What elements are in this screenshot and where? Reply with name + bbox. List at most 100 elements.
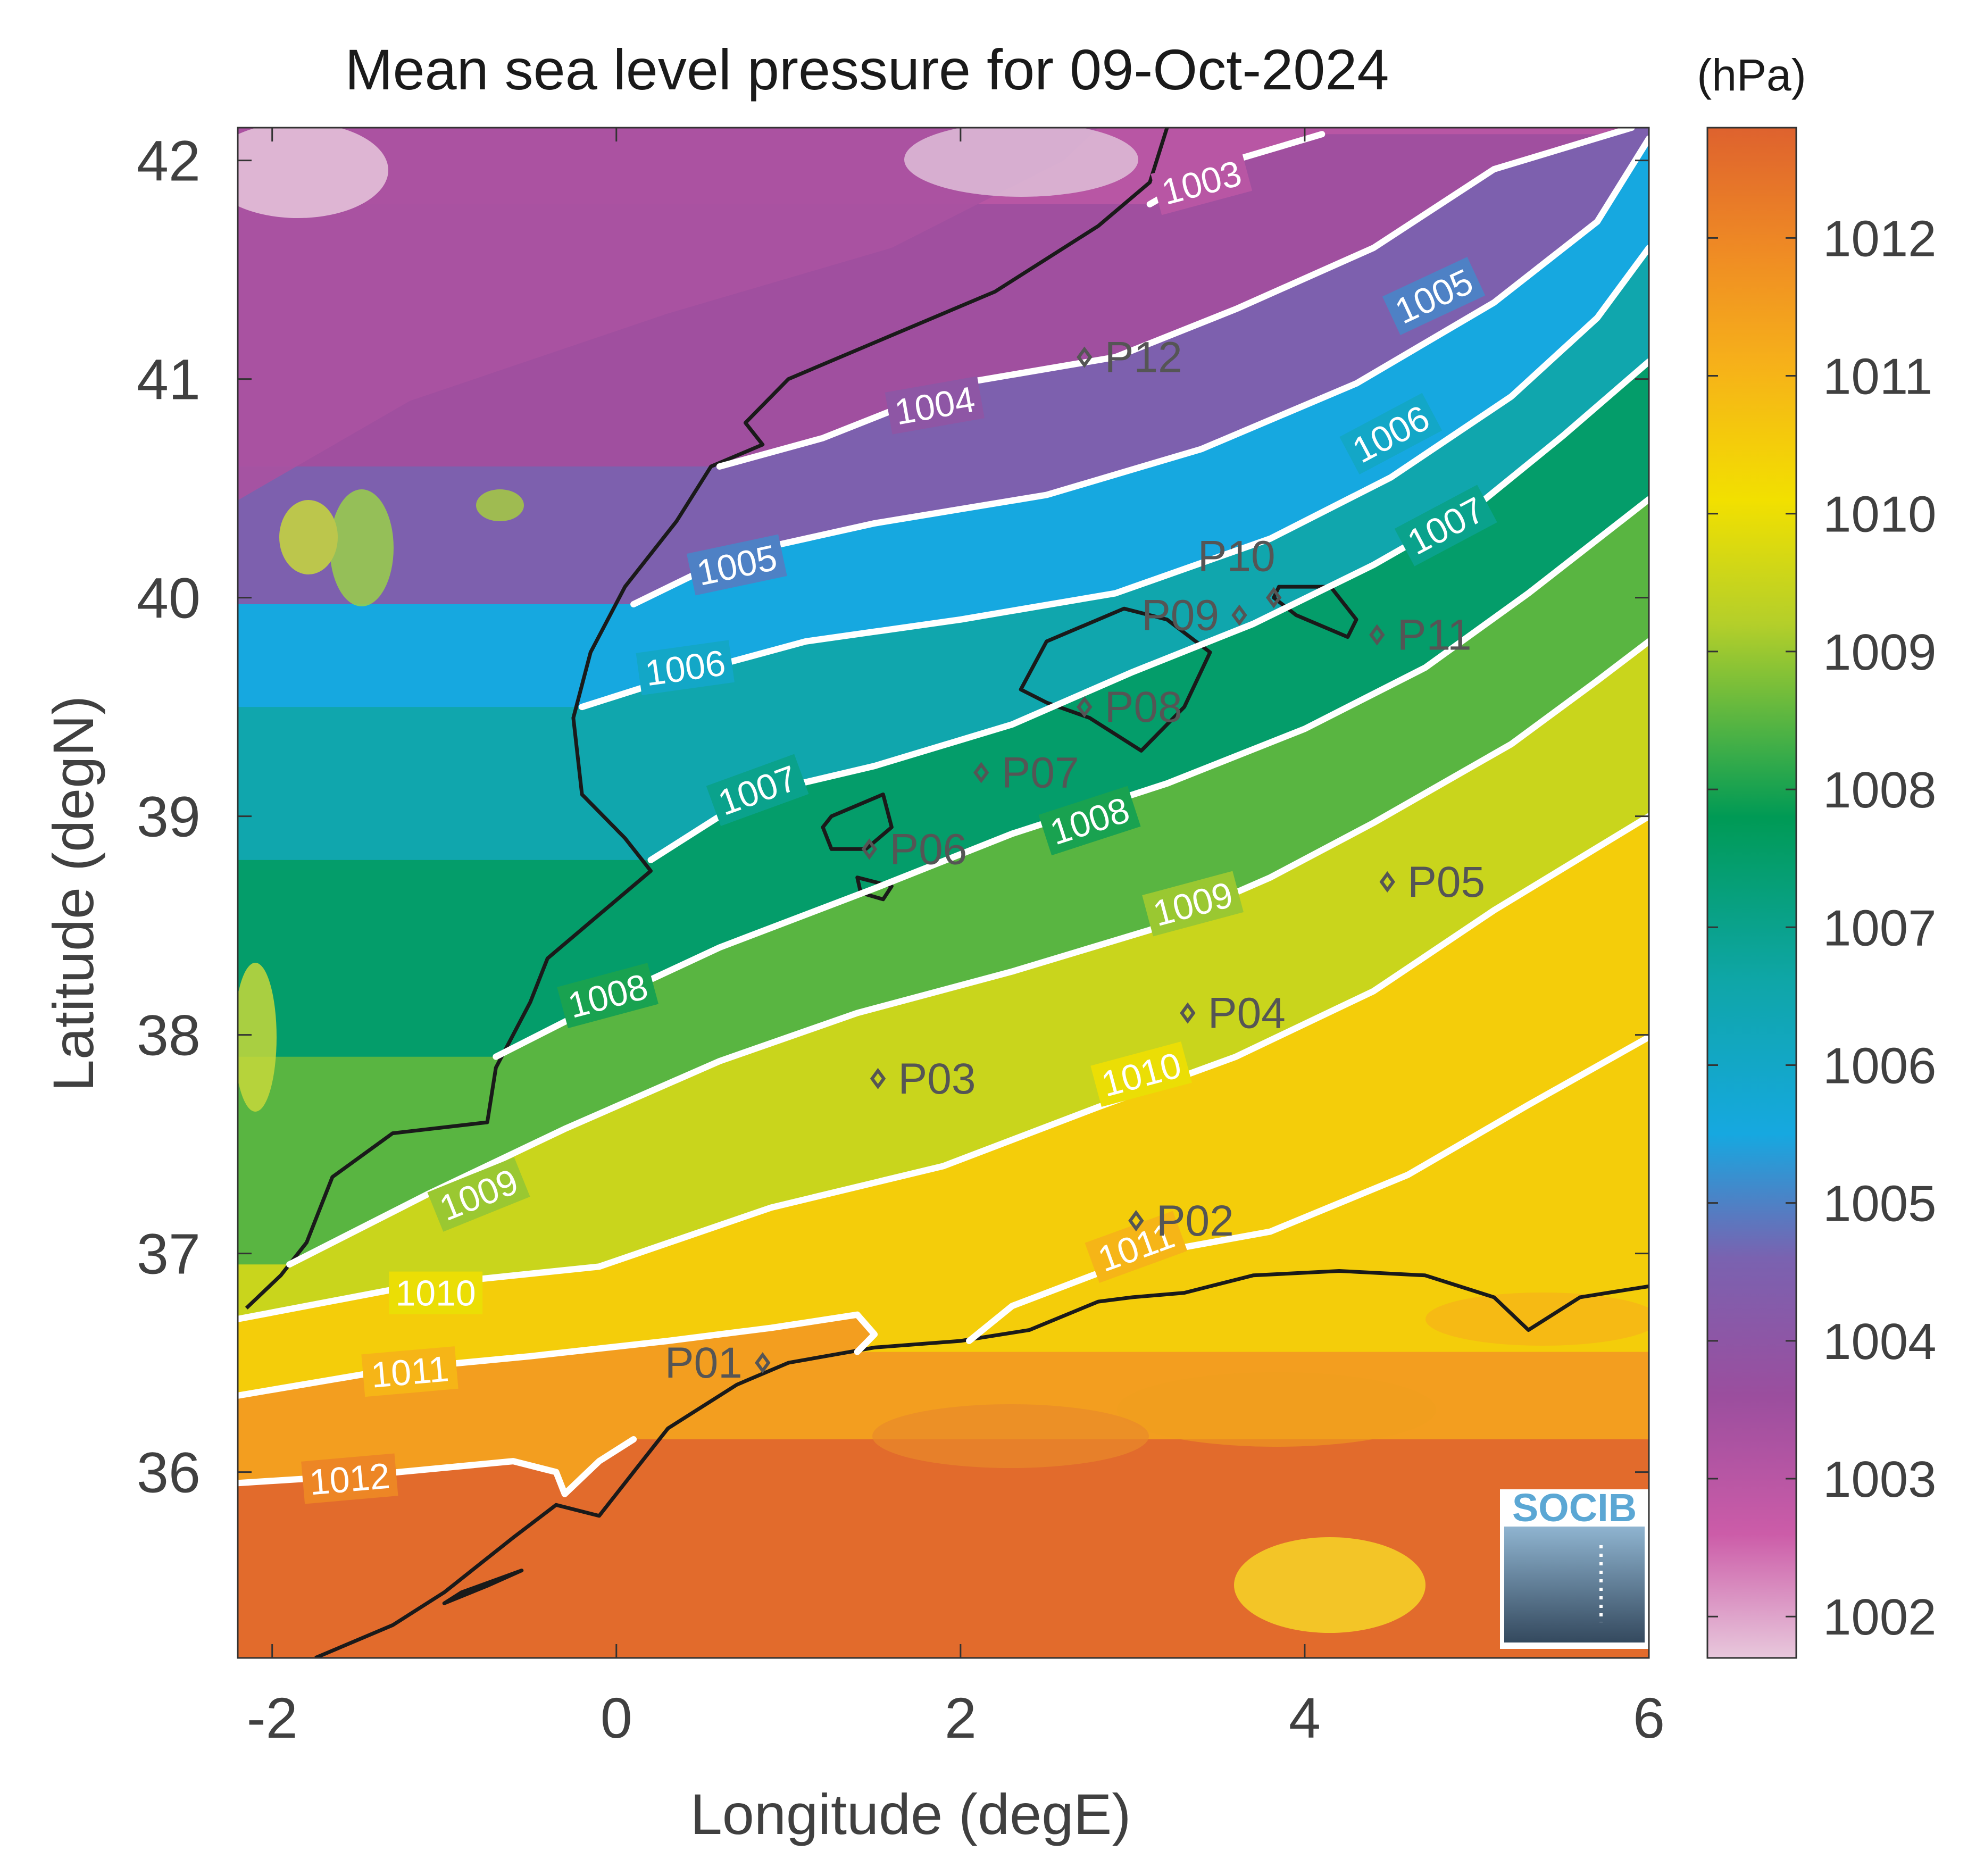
isobar-label-text: 1012 (308, 1456, 391, 1503)
station-label-p02: P02 (1156, 1197, 1234, 1245)
isobar-1005 (630, 135, 1649, 607)
x-tick-label: -2 (247, 1686, 298, 1750)
socib-logo-text: SOCIB (1512, 1486, 1637, 1530)
isobar-label-gap (557, 963, 658, 1029)
colorbar-tick-label: 1006 (1823, 1037, 1937, 1094)
pressure-band-low (238, 128, 1098, 501)
isobar-label-gap (361, 1346, 459, 1397)
isobar-label-gap (686, 534, 787, 596)
y-tick-label: 40 (137, 566, 201, 630)
y-tick-label: 36 (137, 1440, 201, 1505)
mallorca-island (1019, 606, 1212, 753)
x-tick-label: 6 (1633, 1686, 1665, 1750)
station-label-p05: P05 (1407, 858, 1485, 906)
station-marker-p08 (1077, 696, 1093, 718)
isobar-label-gap (1085, 1211, 1188, 1283)
y-tick-label: 42 (137, 129, 201, 193)
isobar-label-gap (1382, 257, 1486, 335)
station-marker-p03 (870, 1068, 886, 1089)
colorbar-tick-label: 1011 (1823, 348, 1932, 405)
isobar-label-1011: 1011 (361, 1346, 459, 1397)
x-tick-label: 0 (601, 1686, 632, 1750)
isobar-label-gap (301, 1453, 398, 1504)
station-marker-p10 (1265, 587, 1282, 608)
colorbar-tick-label: 1008 (1823, 762, 1937, 819)
y-tick-label: 38 (137, 1003, 201, 1068)
colorbar-tick-label: 1012 (1823, 210, 1937, 267)
station-marker-p11 (1369, 624, 1385, 646)
colorbar (1706, 127, 1797, 1659)
station-label-p07: P07 (1002, 748, 1079, 797)
isobar-1007 (647, 358, 1649, 863)
isobar-label-gap (636, 640, 735, 696)
isobar-1006 (579, 245, 1649, 711)
isobar-label-text: 1011 (369, 1348, 450, 1395)
socib-logo: SOCIB (1500, 1486, 1649, 1649)
ibiza-island (821, 793, 894, 851)
station-marker-p06 (861, 838, 878, 860)
colorbar-tick-label: 1003 (1823, 1451, 1937, 1508)
isobar-label-gap (1394, 485, 1497, 566)
isobar-label-gap (1151, 149, 1253, 215)
station-label-p11: P11 (1397, 611, 1472, 660)
isobar-1009 (286, 638, 1649, 1268)
station-label-p03: P03 (898, 1055, 976, 1103)
station-label-p08: P08 (1105, 683, 1182, 731)
x-axis-ticks: -2 0 2 4 6 (247, 128, 1665, 1750)
station-marker-p12 (1077, 346, 1093, 368)
north-african-coast (314, 1269, 1649, 1658)
colorbar-tick-label: 1009 (1823, 624, 1937, 681)
colorbar-ticks: 1002 1003 1004 1005 1006 1007 1008 1009 1010 1011… (1707, 210, 1937, 1646)
x-axis-label: Longitude (degE) (690, 1782, 1131, 1846)
isobar-label-1010: 1010 (389, 1271, 483, 1314)
station-marker-p02 (1128, 1210, 1144, 1232)
isobar-1011 (966, 1033, 1649, 1344)
isobar-label-text: 1010 (395, 1273, 476, 1314)
colorbar-tick-label: 1005 (1823, 1175, 1937, 1232)
colorbar-unit: (hPa) (1697, 50, 1806, 100)
station-label-p06: P06 (889, 825, 967, 873)
y-tick-label: 37 (137, 1222, 201, 1286)
african-cape (442, 1569, 524, 1605)
station-markers: P01 P02 P03 P04 P05 P06 P07 P08 P09 P10 P11 P12 (665, 333, 1485, 1388)
colorbar-tick-label: 1007 (1823, 899, 1937, 956)
plot-frame (237, 127, 1650, 1659)
chart-title: Mean sea level pressure for 09-Oct-2024 (345, 37, 1389, 102)
iberian-coast (245, 128, 1169, 1310)
station-marker-p07 (973, 762, 989, 783)
colorbar-tick-label: 1002 (1823, 1589, 1937, 1646)
isobar-label-gap (427, 1157, 530, 1232)
x-tick-label: 4 (1289, 1686, 1321, 1750)
isobar-label-1012: 1012 (301, 1453, 398, 1504)
station-label-p04: P04 (1208, 989, 1286, 1038)
y-tick-label: 39 (137, 785, 201, 849)
isobar-1004 (716, 128, 1635, 470)
plot-area: 1003100410051005100610061007100710081008… (238, 128, 1649, 1658)
isobar-label-gap (1142, 871, 1244, 937)
station-marker-p05 (1379, 871, 1395, 893)
y-tick-label: 41 (137, 347, 201, 412)
station-label-p10: P10 (1198, 532, 1276, 581)
station-label-p01: P01 (665, 1339, 743, 1387)
colorbar-tick-label: 1004 (1823, 1313, 1937, 1370)
station-label-p09: P09 (1141, 591, 1219, 640)
isobar-label-gap (706, 754, 809, 826)
isobar-label-gap (1038, 786, 1141, 856)
coastline (245, 128, 1649, 1658)
y-axis-label: Latitude (degN) (41, 696, 105, 1091)
y-axis-ticks: 36 37 38 39 40 41 42 (137, 129, 1649, 1505)
station-marker-p01 (755, 1352, 771, 1374)
station-label-p12: P12 (1105, 333, 1182, 382)
isobar-label-gap (885, 376, 985, 435)
station-marker-p09 (1231, 604, 1247, 626)
terrain-texture (238, 128, 1649, 1633)
colorbar-tick-label: 1010 (1823, 486, 1937, 543)
station-marker-p04 (1180, 1002, 1196, 1024)
isobar-label-gap (1090, 1041, 1192, 1107)
isobar-label-gap (389, 1271, 483, 1314)
isobar-label-gap (1339, 393, 1443, 475)
x-tick-label: 2 (945, 1686, 977, 1750)
isobar-1010 (238, 813, 1649, 1322)
